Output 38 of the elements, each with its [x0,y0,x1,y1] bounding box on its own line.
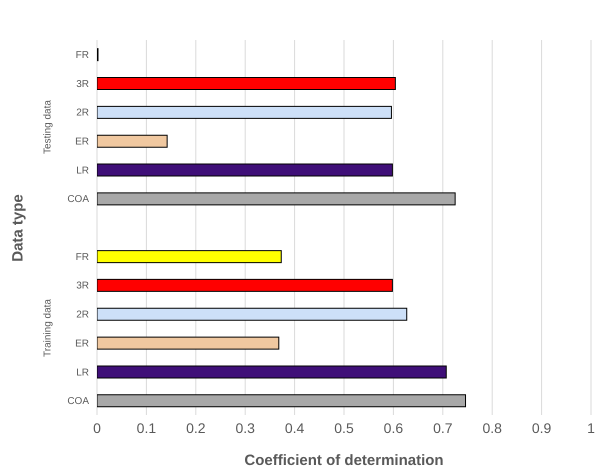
bar [97,365,447,378]
bar [97,77,396,90]
bar [97,250,282,264]
bar [97,192,456,206]
y-tick-label: LR [76,165,89,176]
y-axis-title: Data type [10,194,26,262]
y-tick-label: 3R [76,280,89,292]
bar [97,394,466,408]
x-tick-label: 1 [587,420,596,436]
y-tick-label: FR [76,252,89,263]
x-tick-label: 0.6 [384,420,404,436]
x-tick-label: 0.9 [532,420,552,436]
y-tick-label: 2R [76,108,89,119]
bar [97,278,393,292]
bar [97,336,280,350]
y-tick-label: LR [76,367,89,378]
x-tick-label: 0 [93,420,102,436]
text: Training data [42,299,54,358]
y-tick-label: 2R [76,310,89,321]
x-tick-label: 0.8 [482,420,502,436]
text: Testing data [42,100,54,154]
bar [97,308,408,321]
y-tick-label: COA [67,396,90,408]
y-tick-label: ER [75,136,89,148]
bar [97,134,168,148]
y-tick-label: COA [67,194,90,206]
x-tick-label: 0.5 [334,420,354,436]
bar [97,106,392,119]
x-tick-label: 0.1 [136,420,156,436]
x-tick-label: 0.4 [284,420,305,436]
y-tick-label: FR [76,50,89,61]
y-tick-label: 3R [76,78,89,90]
bar [97,164,393,177]
y-tick-label: ER [75,338,89,350]
x-tick-label: 0.3 [235,420,256,436]
x-tick-label: 0.7 [433,420,453,436]
x-axis-title: Coefficient of determination [244,452,444,469]
x-tick-label: 0.2 [186,420,206,436]
